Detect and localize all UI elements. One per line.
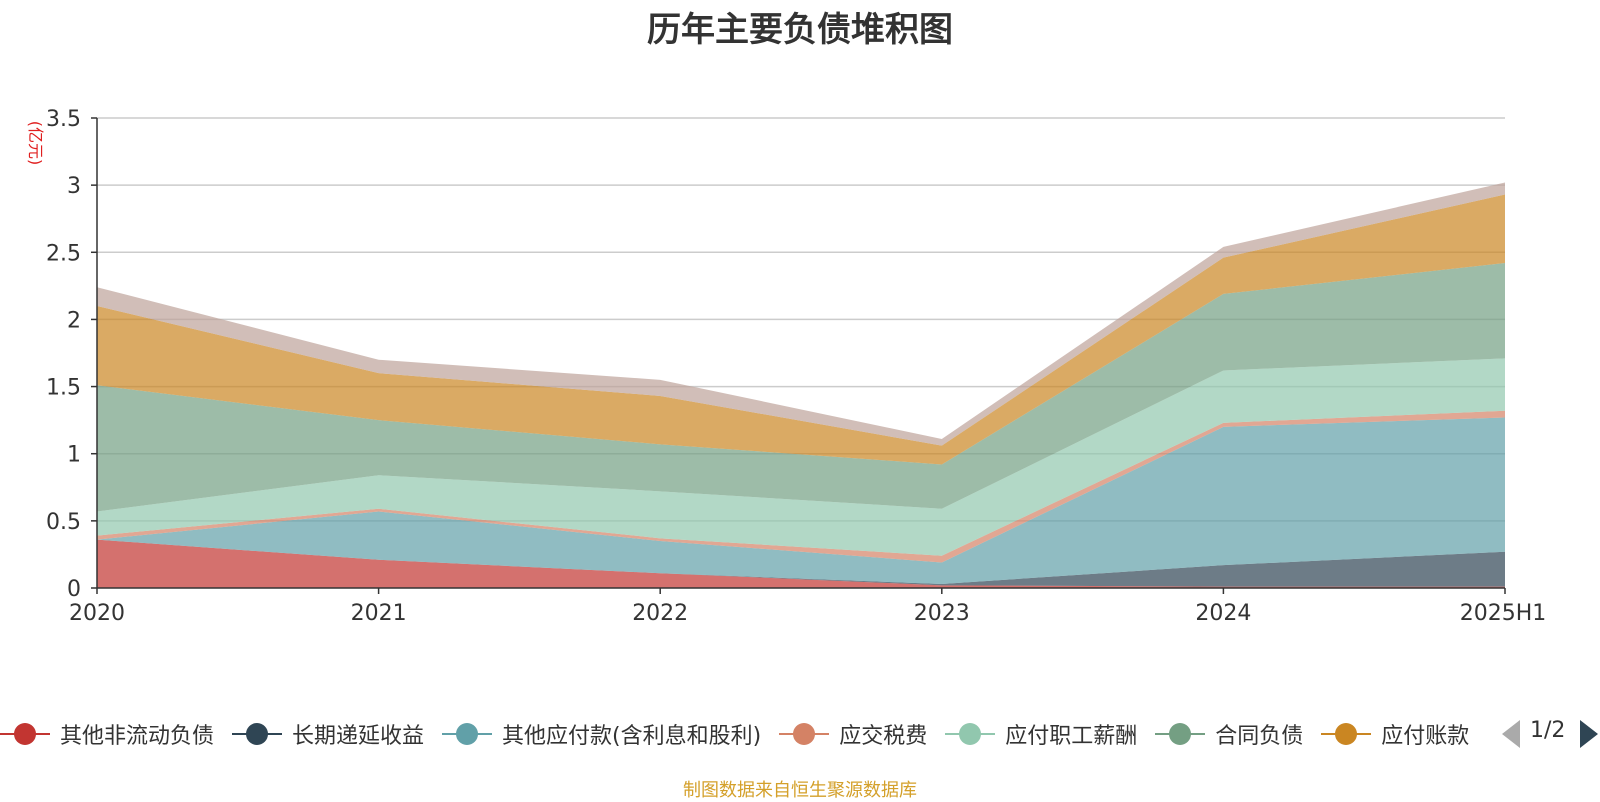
legend-item[interactable]: 应付账款	[1321, 716, 1469, 752]
legend-marker-icon	[1321, 719, 1372, 749]
y-tick-label: 3.5	[46, 107, 81, 132]
y-axis-unit-label: (亿元)	[26, 121, 45, 166]
source-note: 制图数据来自恒生聚源数据库	[683, 780, 917, 801]
x-tick-label: 2023	[914, 601, 970, 626]
legend-label: 长期递延收益	[292, 724, 425, 749]
y-tick-label: 0	[67, 577, 81, 602]
area-series	[97, 182, 1505, 588]
legend-marker-icon	[1155, 719, 1206, 749]
legend-label: 其他应付款(含利息和股利)	[502, 724, 762, 749]
legend-marker-icon	[232, 719, 283, 749]
area-series-6[interactable]	[97, 194, 1505, 465]
legend-marker-icon	[442, 719, 493, 749]
y-tick-label: 2	[67, 308, 81, 333]
area-series-1[interactable]	[97, 539, 1505, 587]
legend-item[interactable]: 合同负债	[1155, 716, 1303, 752]
chart-title: 历年主要负债堆积图	[647, 10, 953, 50]
legend-label: 应交税费	[839, 724, 928, 749]
stacked-area-chart: 0 0.5 1 1.5 2 2.5 3 3.5 2020 2021 2022 2023 2024 2025…	[26, 107, 1546, 626]
legend-item[interactable]: 应交税费	[779, 716, 927, 752]
legend-item[interactable]: 长期递延收益	[232, 716, 424, 752]
legend: 其他非流动负债 长期递延收益 其他应付款(含利息和股利) 应交税费 应付职工薪酬 合同负债…	[0, 716, 1494, 752]
y-tick-label: 1.5	[46, 376, 81, 401]
legend-label: 合同负债	[1215, 724, 1304, 749]
y-tick-label: 2.5	[46, 241, 81, 266]
legend-item[interactable]: 其他非流动负债	[0, 716, 214, 752]
x-tick-label: 2021	[351, 601, 407, 626]
legend-prev-page-icon[interactable]	[1502, 720, 1520, 748]
legend-label: 其他非流动负债	[60, 724, 215, 749]
y-tick-label: 1	[67, 443, 81, 468]
area-series-2[interactable]	[97, 417, 1505, 584]
legend-page-info: 1/2	[1530, 718, 1566, 743]
area-series-4[interactable]	[97, 358, 1505, 556]
legend-marker-icon	[0, 719, 50, 749]
legend-marker-icon	[945, 719, 996, 749]
legend-next-page-icon[interactable]	[1580, 720, 1598, 748]
x-tick-label: 2022	[632, 601, 688, 626]
x-tick-label: 2020	[69, 601, 125, 626]
x-tick-label: 2025H1	[1460, 601, 1547, 626]
legend-item[interactable]: 其他应付款(含利息和股利)	[442, 716, 761, 752]
legend-label: 应付账款	[1381, 724, 1470, 749]
axes: 0 0.5 1 1.5 2 2.5 3 3.5 2020 2021 2022 2023 2024 2025…	[46, 107, 1546, 626]
area-series-0[interactable]	[97, 539, 1505, 588]
legend-item[interactable]: 应付职工薪酬	[945, 716, 1137, 752]
y-tick-label: 0.5	[46, 510, 81, 535]
y-tick-label: 3	[67, 174, 81, 199]
legend-pager: 1/2	[1500, 716, 1600, 752]
area-series-5[interactable]	[97, 263, 1505, 512]
legend-label: 应付职工薪酬	[1005, 724, 1138, 749]
x-tick-label: 2024	[1195, 601, 1251, 626]
legend-marker-icon	[779, 719, 830, 749]
